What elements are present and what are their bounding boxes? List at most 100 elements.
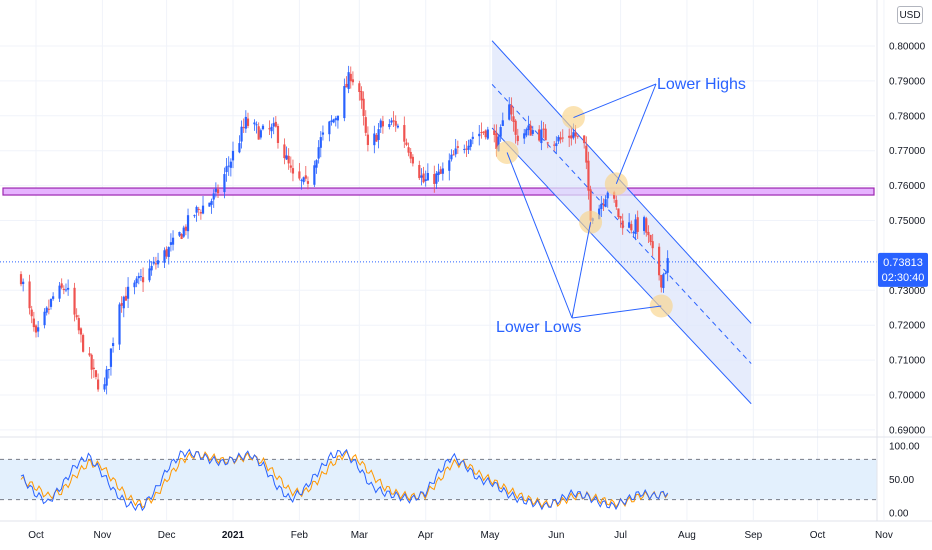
- candle-body-2021-06-24: [604, 199, 607, 207]
- candle-body-2021-03-04: [364, 117, 367, 133]
- candle-body-2021-01-25: [283, 144, 286, 159]
- candle-body-2020-11-10: [120, 303, 123, 306]
- candle-body-2020-12-04: [171, 237, 175, 245]
- candle-body-2020-11-18: [137, 276, 140, 279]
- candle-body-2021-03-12: [381, 121, 384, 127]
- candle-body-2021-02-19: [336, 115, 340, 121]
- candle-body-2020-10-07: [47, 308, 50, 310]
- candle-body-2021-04-26: [478, 133, 481, 137]
- candle-body-2020-12-02: [167, 247, 170, 257]
- candle-body-2020-11-13: [126, 286, 130, 299]
- candle-body-2021-04-19: [463, 148, 466, 150]
- candle-body-2020-10-23: [82, 335, 85, 352]
- candle-body-2021-02-22: [343, 86, 346, 119]
- candle-body-2021-01-28: [289, 165, 292, 168]
- rsi-band: [0, 459, 877, 500]
- candle-body-2021-07-23: [666, 258, 669, 273]
- candle-body-2021-01-11: [253, 122, 256, 125]
- candle-body-2020-12-31: [229, 161, 232, 168]
- candle-body-2021-04-08: [439, 169, 442, 174]
- candle-body-2021-01-08: [246, 118, 250, 126]
- candle-body-2020-11-17: [135, 278, 138, 284]
- candle-body-2021-06-22: [600, 203, 603, 210]
- candle-body-2020-12-21: [208, 202, 211, 207]
- candle-body-2021-01-20: [272, 123, 275, 127]
- rsi-pane: [0, 448, 877, 512]
- candle-body-2020-10-29: [94, 370, 98, 377]
- candle-body-2021-06-07: [568, 135, 571, 138]
- current-price-tag: [878, 252, 928, 287]
- candle-body-2021-04-27: [480, 132, 483, 134]
- rsi-tick-label-1: 50.00: [889, 475, 914, 486]
- candle-body-2021-03-08: [373, 133, 376, 146]
- candle-body-2020-12-01: [165, 249, 168, 257]
- candle-body-2021-03-18: [394, 120, 397, 126]
- candle-body-2021-02-17: [332, 119, 335, 123]
- candle-body-2020-10-09: [52, 296, 55, 299]
- candle-body-2021-07-13: [645, 218, 648, 233]
- candle-body-2021-02-09: [315, 160, 318, 168]
- rsi-tick-label-2: 0.00: [889, 509, 909, 520]
- currency-badge[interactable]: USD: [897, 6, 923, 24]
- candle-body-2021-02-24: [347, 72, 350, 89]
- candle-body-2021-04-30: [486, 129, 489, 139]
- y-tick-label-5: 0.75000: [889, 216, 926, 227]
- x-tick-label-11: Sep: [744, 530, 762, 541]
- candle-body-2021-02-01: [298, 171, 301, 179]
- candle-body-2020-10-20: [75, 315, 78, 318]
- rsi-k-line: [20, 448, 669, 512]
- candle-body-2021-05-17: [523, 133, 526, 139]
- lower-highs-pointer-1: [615, 83, 657, 185]
- candle-body-2020-12-28: [223, 174, 226, 193]
- highlight-circle-0: [495, 140, 519, 164]
- candle-body-2021-07-14: [647, 231, 650, 236]
- candle-body-2021-01-12: [255, 124, 258, 126]
- y-tick-label-7: 0.72000: [889, 321, 926, 332]
- candle-body-2021-02-05: [306, 181, 310, 184]
- candle-body-2021-03-25: [409, 151, 412, 159]
- candle-body-2021-02-25: [349, 73, 352, 82]
- candle-body-2021-06-25: [606, 192, 609, 199]
- candle-body-2021-07-09: [636, 217, 639, 232]
- candle-body-2020-10-27: [90, 354, 93, 370]
- candle-body-2020-10-02: [37, 327, 40, 332]
- candle-body-2021-07-01: [619, 216, 622, 219]
- candle-body-2021-04-20: [465, 148, 468, 150]
- overlays: 0.73813 02:30:40: [0, 83, 928, 319]
- candle-body-2021-04-15: [454, 148, 457, 155]
- candle-body-2020-11-05: [109, 348, 113, 367]
- candle-body-2021-05-11: [510, 104, 513, 115]
- candle-body-2020-11-12: [124, 295, 128, 301]
- candle-body-2021-06-08: [570, 135, 573, 139]
- candle-body-2021-04-29: [484, 130, 487, 138]
- candle-body-2021-01-14: [259, 130, 262, 138]
- candle-body-2021-06-29: [615, 199, 618, 207]
- candle-body-2021-07-19: [658, 246, 661, 276]
- candle-body-2021-03-26: [411, 156, 414, 164]
- candle-body-2020-12-23: [212, 193, 215, 200]
- channel-lower-line: [491, 127, 752, 405]
- y-tick-label-8: 0.71000: [889, 356, 926, 367]
- candle-body-2020-11-30: [163, 250, 166, 263]
- candle-body-2021-01-29: [291, 168, 295, 174]
- candle-body-2021-04-09: [441, 168, 444, 174]
- y-tick-label-3: 0.77000: [889, 146, 926, 157]
- y-tick-label-9: 0.70000: [889, 391, 926, 402]
- candle-body-2020-12-03: [169, 242, 173, 245]
- candle-body-2021-06-03: [559, 137, 562, 140]
- candle-body-2021-01-15: [261, 125, 265, 130]
- candle-body-2020-10-22: [79, 328, 83, 335]
- candle-body-2021-04-01: [424, 179, 427, 181]
- candle-body-2021-02-10: [317, 147, 320, 159]
- x-tick-label-2: Dec: [158, 530, 176, 541]
- candle-body-2021-03-22: [403, 125, 406, 142]
- candle-body-2021-02-18: [334, 118, 337, 121]
- candle-body-2021-02-12: [321, 132, 325, 135]
- candle-body-2021-02-04: [304, 175, 307, 179]
- candle-body-2021-06-23: [602, 204, 605, 206]
- x-tick-label-10: Aug: [678, 530, 696, 541]
- candle-body-2021-05-06: [499, 127, 502, 137]
- candle-body-2021-07-16: [651, 241, 654, 249]
